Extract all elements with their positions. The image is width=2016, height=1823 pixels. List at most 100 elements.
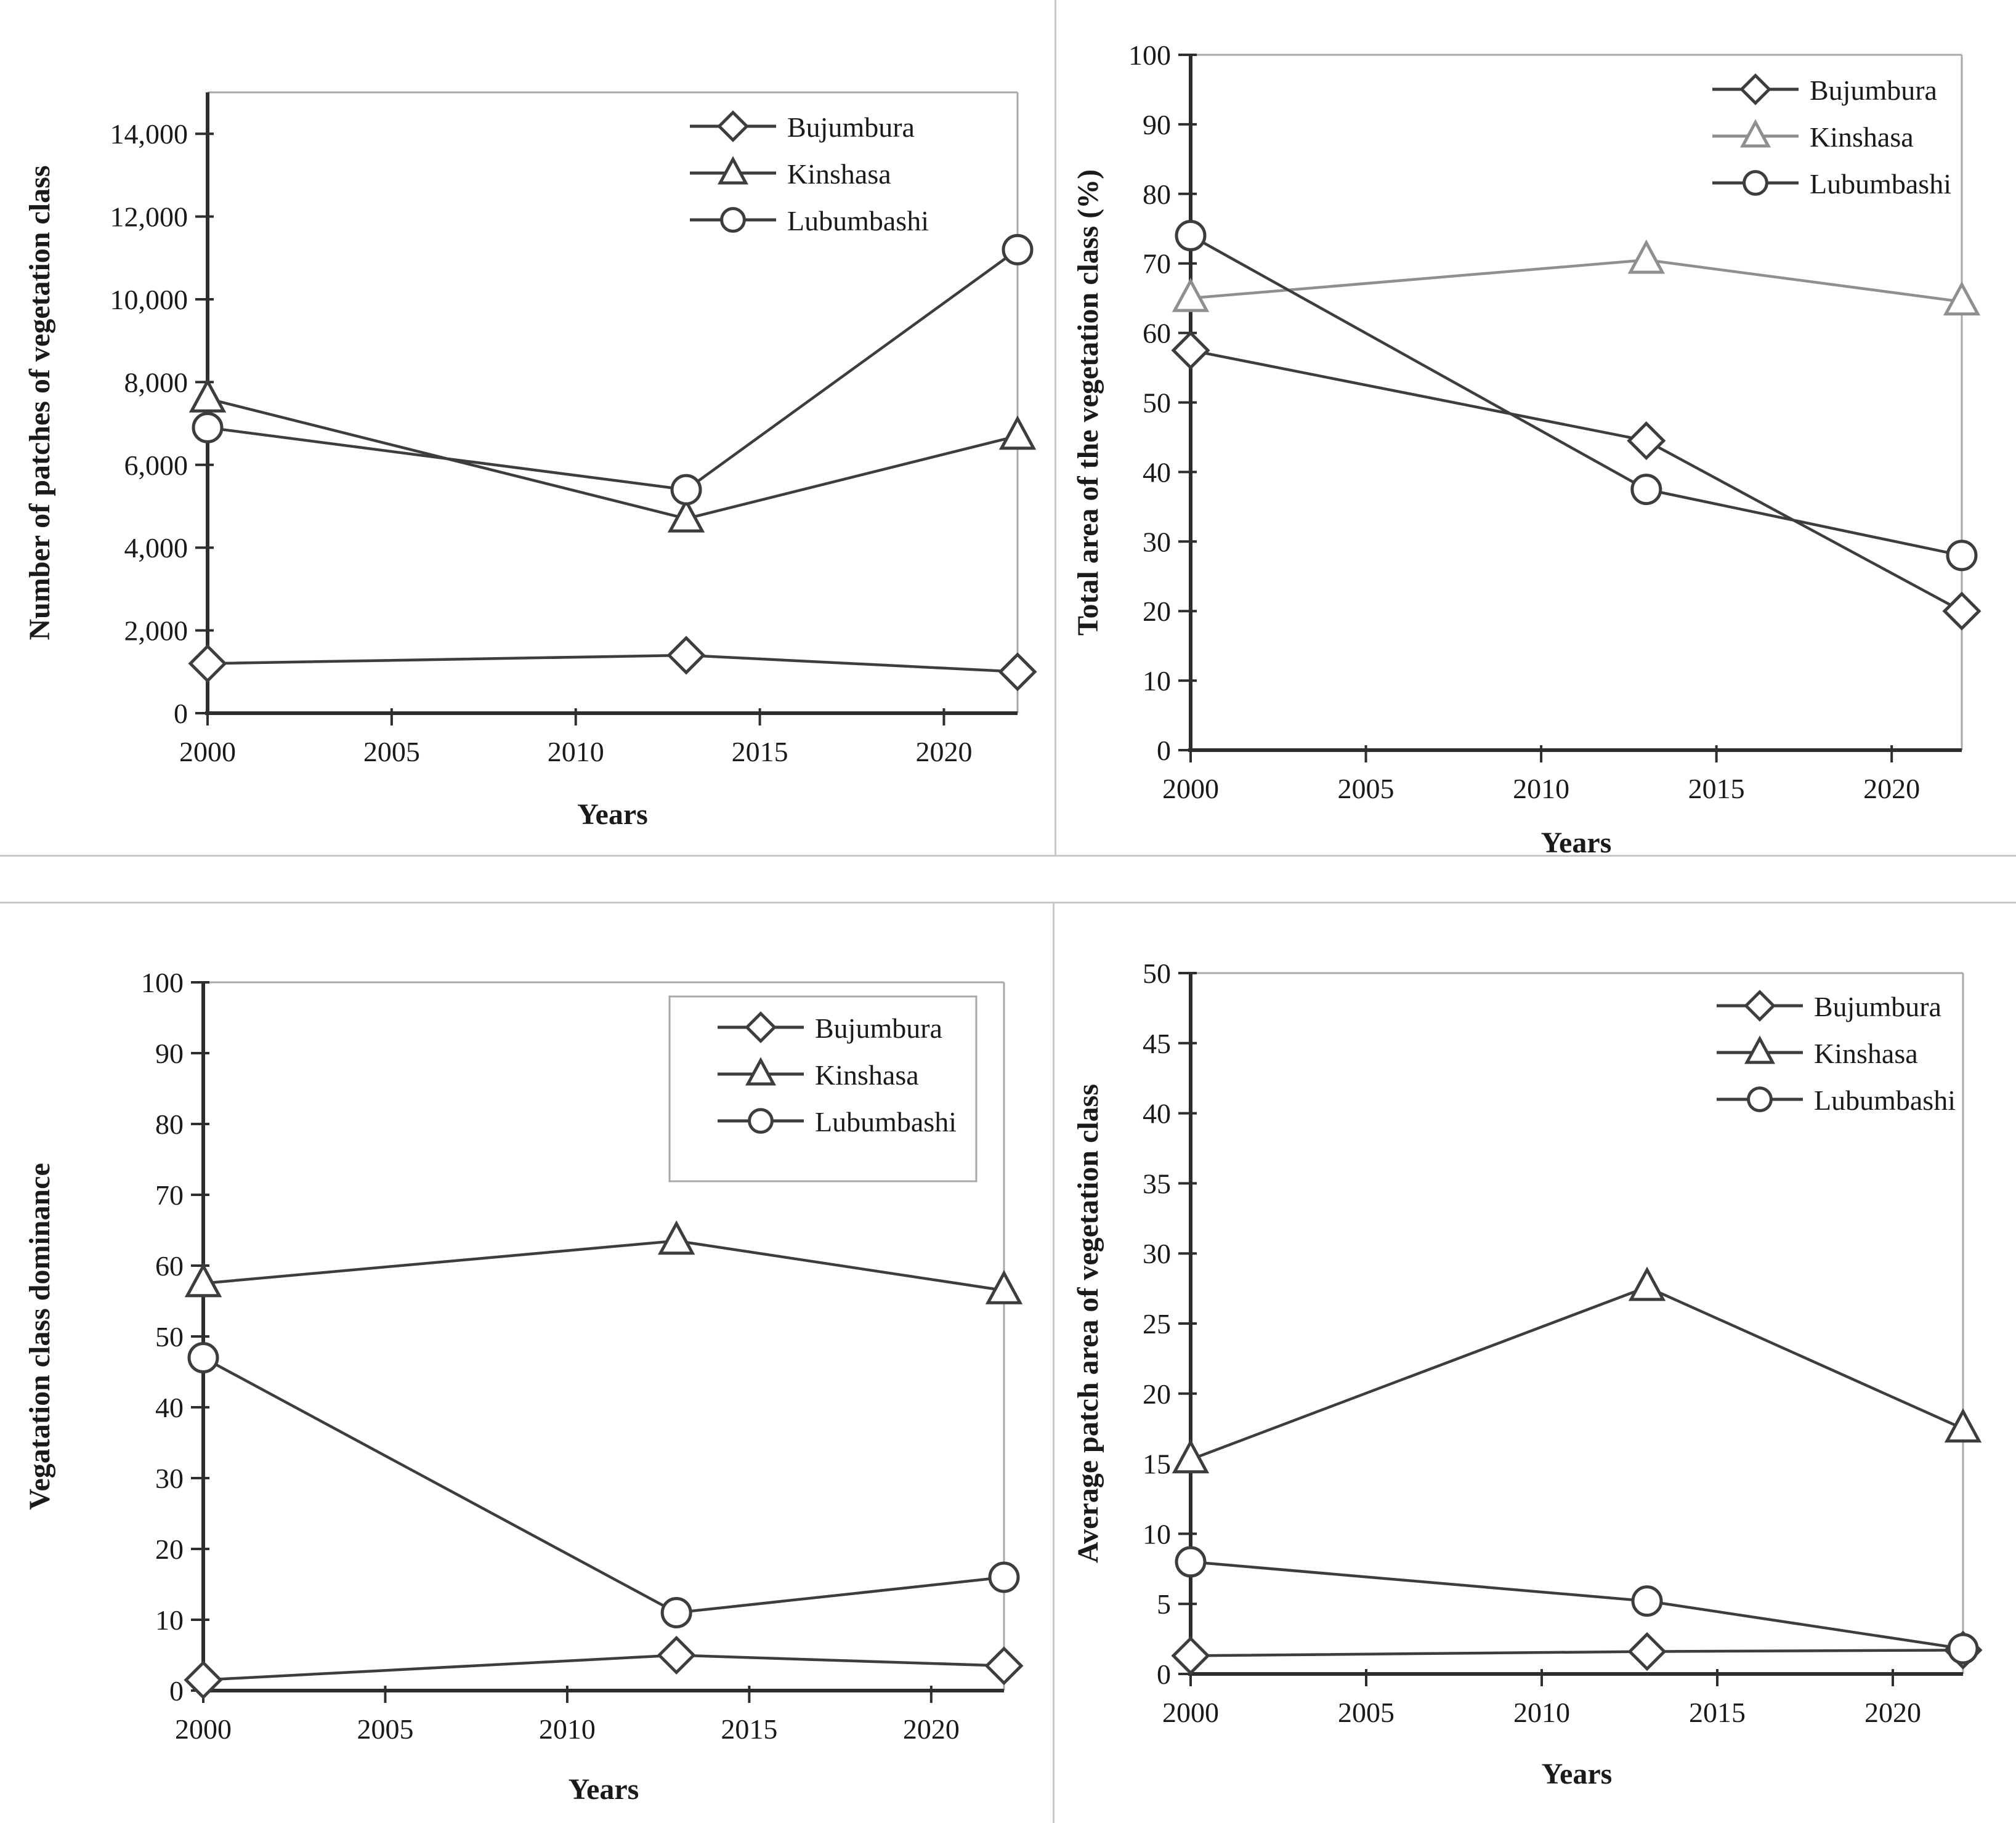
series-markers-kinshasa xyxy=(1172,1266,1982,1474)
circle-marker xyxy=(1630,474,1662,506)
y-tick-label: 8,000 xyxy=(124,366,188,398)
circle-marker xyxy=(1946,540,1978,572)
legend-label: Bujumbura xyxy=(1814,991,1941,1022)
triangle-marker xyxy=(1627,239,1666,274)
y-tick-label: 30 xyxy=(1143,526,1171,557)
diamond-marker xyxy=(1627,1632,1667,1671)
y-tick-label: 40 xyxy=(1143,1098,1171,1130)
series-line-bujumbura xyxy=(1190,349,1963,613)
triangle-marker xyxy=(1172,277,1210,312)
y-tick-label: 2,000 xyxy=(124,615,188,647)
legend-entry-kinshasa: Kinshasa xyxy=(1712,119,1914,153)
axes xyxy=(1188,973,1963,1676)
triangle-marker xyxy=(667,498,705,533)
triangle-marker xyxy=(184,1263,222,1298)
x-axis-ticks: 2000 2005 2010 2015 2020 xyxy=(1162,1669,1921,1728)
circle-marker xyxy=(670,474,702,506)
y-tick-label: 50 xyxy=(1143,958,1171,989)
diamond-marker xyxy=(1942,591,1982,631)
divider-vertical-top xyxy=(1055,0,1056,855)
series-line-lubumbashi xyxy=(1190,1560,1964,1651)
y-tick-label: 0 xyxy=(1157,1659,1171,1690)
x-tick-label: 2015 xyxy=(1688,773,1745,804)
axes xyxy=(205,92,1018,715)
series-markers-lubumbashi xyxy=(1175,220,1978,572)
y-tick-label: 70 xyxy=(155,1179,184,1211)
series-line-bujumbura xyxy=(207,653,1018,674)
circle-marker xyxy=(1175,220,1207,252)
diamond-marker xyxy=(1627,421,1666,461)
y-tick-label: 10 xyxy=(155,1604,184,1636)
series-markers-lubumbashi xyxy=(1175,1546,1979,1665)
y-axis-ticks: 0 10 20 30 40 50 60 70 80 90 100 xyxy=(1128,39,1197,766)
x-tick-label: 2005 xyxy=(1338,1697,1395,1728)
series-markers-bujumbura xyxy=(1171,331,1982,631)
legend-label: Bujumbura xyxy=(1810,75,1937,106)
x-axis-ticks: 2000 2005 2010 2015 2020 xyxy=(179,708,972,767)
legend-entry-bujumbura: Bujumbura xyxy=(1712,73,1937,106)
y-axis-title: Number of patches of vegetation class xyxy=(23,165,56,640)
y-tick-label: 25 xyxy=(1143,1308,1171,1340)
triangle-marker xyxy=(745,1057,776,1086)
plot-border xyxy=(208,91,1019,713)
divider-horizontal-top xyxy=(0,855,2016,857)
circle-marker xyxy=(1743,170,1768,196)
legend-entry-kinshasa: Kinshasa xyxy=(1717,1035,1918,1069)
y-tick-label: 40 xyxy=(1143,456,1171,488)
triangle-marker xyxy=(188,378,227,413)
x-tick-label: 2000 xyxy=(1162,1697,1219,1728)
y-tick-label: 100 xyxy=(141,967,184,998)
y-tick-label: 5 xyxy=(1157,1588,1171,1620)
chart-number-of-patches: 0 2,000 4,000 6,000 8,000 10,000 12,000 14,000 2… xyxy=(23,91,1037,831)
y-tick-label: 10,000 xyxy=(110,284,188,315)
y-tick-label: 20 xyxy=(1143,596,1171,627)
y-axis-ticks: 0 10 20 30 40 50 60 70 80 90 100 xyxy=(141,967,209,1707)
legend-label: Kinshasa xyxy=(1814,1038,1918,1069)
diamond-marker xyxy=(657,1635,696,1675)
y-tick-label: 90 xyxy=(155,1038,184,1069)
triangle-marker xyxy=(985,1270,1023,1304)
diamond-marker xyxy=(717,110,749,142)
triangle-marker xyxy=(718,156,748,185)
x-axis-ticks: 2000 2005 2010 2015 2020 xyxy=(1162,745,1920,804)
legend-label: Lubumbashi xyxy=(1810,168,1951,200)
y-axis-title: Total area of the vegetation class (%) xyxy=(1072,169,1104,636)
y-tick-label: 30 xyxy=(155,1463,184,1494)
y-tick-label: 0 xyxy=(169,1675,184,1707)
series-markers-lubumbashi xyxy=(187,1342,1020,1628)
legend-label: Bujumbura xyxy=(815,1013,942,1044)
circle-marker xyxy=(1002,233,1034,265)
y-tick-label: 20 xyxy=(1143,1378,1171,1410)
divider-horizontal-bottom xyxy=(0,902,2016,903)
circle-marker xyxy=(187,1342,219,1373)
legend-label: Lubumbashi xyxy=(787,205,929,236)
x-tick-label: 2015 xyxy=(721,1713,777,1745)
series-line-bujumbura xyxy=(203,1654,1005,1681)
legend-entry-bujumbura: Bujumbura xyxy=(1717,990,1941,1022)
series-line-lubumbashi xyxy=(202,1356,1005,1614)
y-tick-label: 70 xyxy=(1143,248,1171,280)
y-axis-ticks: 0 2,000 4,000 6,000 8,000 10,000 12,000 14,000 xyxy=(110,118,214,729)
series-markers-bujumbura xyxy=(188,636,1037,692)
circle-marker xyxy=(192,411,224,443)
x-axis-title: Years xyxy=(577,798,648,831)
legend-entry-bujumbura: Bujumbura xyxy=(718,1011,942,1044)
x-axis-ticks: 2000 2005 2010 2015 2020 xyxy=(175,1686,960,1745)
y-axis-title: Average patch area of vegetation class xyxy=(1072,1084,1104,1563)
legend-entry-bujumbura: Bujumbura xyxy=(690,110,915,143)
legend: Bujumbura Kinshasa Lubumbashi xyxy=(1712,73,1951,200)
legend-entry-lubumbashi: Lubumbashi xyxy=(1712,168,1951,200)
y-tick-label: 80 xyxy=(1143,179,1171,210)
diamond-marker xyxy=(184,1660,223,1700)
diamond-marker xyxy=(984,1646,1024,1686)
diamond-marker xyxy=(745,1011,777,1043)
series-line-lubumbashi xyxy=(1189,234,1962,557)
x-tick-label: 2015 xyxy=(732,736,788,767)
y-tick-label: 0 xyxy=(174,698,188,729)
x-tick-label: 2010 xyxy=(539,1713,596,1745)
legend: Bujumbura Kinshasa Lubumbashi xyxy=(690,110,929,236)
circle-marker xyxy=(1947,1633,1979,1665)
x-tick-label: 2010 xyxy=(548,736,604,767)
x-tick-label: 2015 xyxy=(1689,1697,1746,1728)
